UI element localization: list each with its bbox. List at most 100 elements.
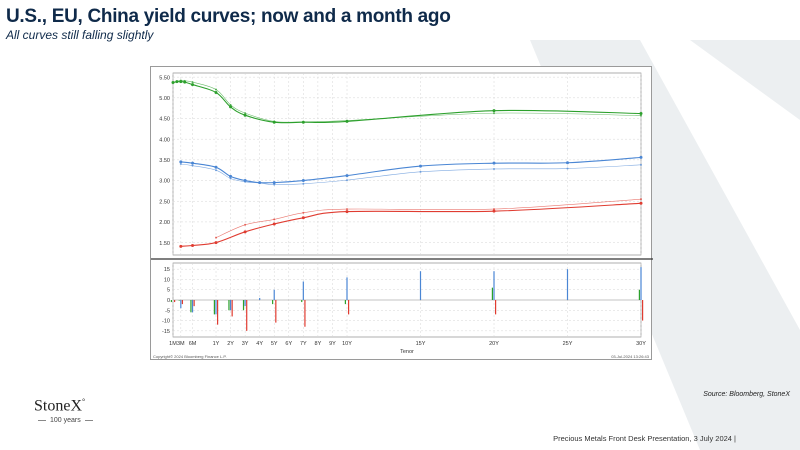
x-tick-label: 1Y [213,341,220,347]
yield-point [179,79,182,82]
yield-point [345,174,349,178]
logo-dash-right [84,419,93,421]
yield-point [301,179,305,183]
y-tick-label: 4.00 [159,137,170,143]
chart-timestamp: 03-Jul-2024 13:26:43 [611,354,650,359]
y-tick-label: 2.00 [159,220,170,226]
y-tick-label: 5.50 [159,75,170,81]
bar-y-tick-label: -15 [162,329,170,335]
change-bar [193,300,195,307]
bar-y-tick-label: 10 [164,277,170,283]
yield-point [492,209,496,213]
yield-point [179,244,183,248]
logo-dash-left [38,419,46,421]
x-tick-label: 6Y [285,341,292,347]
x-tick-label: 3Y [242,341,249,347]
yield-point [273,183,276,186]
yield-curve-line [215,198,642,238]
change-bar [344,300,346,305]
change-bar [217,300,219,325]
yield-point [639,155,643,159]
y-tick-label: 3.00 [159,179,170,185]
bar-y-tick-label: -10 [162,319,170,325]
yield-curve-chart: 1.50 2.00 2.50 3.00 3.50 4.00 4.50 5.00 5.50 15 10… [151,72,653,359]
footer-text: Precious Metals Front Desk Presentation,… [553,434,736,443]
yield-point [214,90,218,94]
yield-point [493,167,495,170]
x-tick-label: 3M [177,341,185,347]
yield-point [191,81,194,84]
bar-y-tick-label: 0 [167,298,170,304]
yield-point [191,243,195,247]
yield-point [229,105,233,109]
x-tick-label: 15Y [416,341,426,347]
line-plot-area [172,72,642,256]
change-bar [493,271,495,300]
change-bar [566,269,569,300]
change-bar [229,300,232,311]
yield-point [346,119,348,122]
yield-point [301,216,305,220]
x-tick-label: 10Y [342,341,352,347]
x-tick-label: 8Y [315,341,322,347]
yield-point [243,230,247,234]
change-bar [244,300,246,307]
x-tick-label: 2Y [227,341,234,347]
change-bar [174,300,176,303]
change-bar [181,300,184,305]
change-bar [231,300,233,317]
logo-sub-label: 100 years [49,417,81,424]
yield-point [493,208,495,211]
change-bar [348,300,350,315]
logo-tagline: 100 years [36,417,95,424]
change-bar [213,300,215,315]
yield-point [302,120,305,123]
yield-point [566,161,569,165]
yield-point [345,210,349,214]
yield-point [272,222,276,226]
x-axis-label: Tenor [400,349,414,355]
y-tick-label: 1.50 [159,241,170,247]
change-bar [242,300,245,311]
change-bar [301,300,303,303]
yield-point [258,182,261,185]
yield-point [243,113,247,117]
slide-subtitle: All curves still falling slightly [6,28,154,42]
change-bar [640,267,642,300]
yield-point [493,112,495,115]
change-bar [191,300,194,313]
y-tick-label: 2.50 [159,199,170,205]
change-bar [419,271,422,300]
yield-point [215,88,217,91]
source-note: Source: Bloomberg, StoneX [703,391,790,398]
x-tick-label: 30Y [636,341,646,347]
yield-point [229,174,233,178]
change-bar [228,300,230,311]
yield-point [191,161,195,165]
yield-point [191,164,194,167]
yield-point [175,80,178,83]
logo-mark: ° [82,397,86,406]
change-bar [180,300,182,309]
change-bar [491,287,493,300]
yield-point [244,223,247,226]
yield-point [215,236,217,239]
yield-point [639,201,643,205]
y-tick-label: 3.50 [159,158,170,164]
yield-point [346,179,348,182]
yield-point [302,182,305,185]
change-bar [190,300,192,313]
change-bar [346,277,348,300]
yield-point [183,79,186,82]
logo-name: StoneX [34,397,82,415]
change-bar [642,300,644,321]
yield-point [419,164,422,168]
change-bar [170,300,172,303]
yield-point [179,160,183,164]
bar-y-tick-label: 15 [164,267,170,273]
x-tick-label: 6M [189,341,197,347]
yield-point [566,167,569,170]
change-bar [304,300,306,327]
x-tick-label: 9Y [329,341,336,347]
change-bar [495,300,497,315]
